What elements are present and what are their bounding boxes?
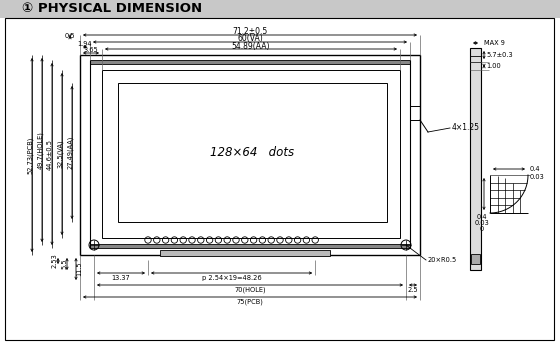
Bar — [471, 254, 480, 264]
Text: 5.7±0.3: 5.7±0.3 — [486, 52, 512, 58]
Text: 60(VA): 60(VA) — [237, 35, 263, 44]
Text: p 2.54×19=48.26: p 2.54×19=48.26 — [202, 275, 262, 281]
Text: 54.89(AA): 54.89(AA) — [232, 42, 270, 50]
Text: 3.65: 3.65 — [83, 47, 99, 53]
Text: 27.49(AA): 27.49(AA) — [67, 136, 73, 169]
Text: 20×R0.5: 20×R0.5 — [428, 257, 458, 263]
Text: 0: 0 — [480, 226, 484, 232]
Text: 1.00: 1.00 — [486, 63, 501, 69]
Bar — [90, 244, 410, 248]
Text: 4×1.25: 4×1.25 — [452, 123, 480, 132]
Bar — [102, 70, 400, 238]
Text: 1.94: 1.94 — [78, 41, 92, 47]
Bar — [470, 48, 481, 270]
Text: 0.4: 0.4 — [530, 166, 540, 172]
Text: 49.7(HOLE): 49.7(HOLE) — [37, 131, 43, 169]
Text: MAX 9: MAX 9 — [484, 40, 505, 46]
Bar — [80, 55, 420, 255]
Text: 44.6±0.5: 44.6±0.5 — [47, 139, 53, 169]
Text: 71.2±0.5: 71.2±0.5 — [232, 26, 268, 35]
Text: ① PHYSICAL DIMENSION: ① PHYSICAL DIMENSION — [22, 2, 202, 15]
Text: 2.53: 2.53 — [52, 253, 58, 268]
Text: 5.5: 5.5 — [61, 259, 67, 269]
Text: 70(HOLE): 70(HOLE) — [234, 287, 266, 293]
Text: 32.5(VA): 32.5(VA) — [57, 140, 63, 168]
Text: 0.5: 0.5 — [65, 33, 75, 38]
Text: 0.4: 0.4 — [477, 214, 487, 220]
Text: 75(PCB): 75(PCB) — [236, 299, 263, 305]
Text: 128×64   dots: 128×64 dots — [211, 146, 295, 159]
Text: 0.03: 0.03 — [475, 220, 489, 226]
Text: 13.37: 13.37 — [111, 275, 130, 281]
Text: 2.5: 2.5 — [408, 287, 418, 293]
Text: 11.5: 11.5 — [76, 262, 82, 276]
Bar — [90, 60, 410, 64]
Text: 0.03: 0.03 — [530, 174, 545, 180]
Text: 52.73(PCB): 52.73(PCB) — [27, 136, 33, 174]
Bar — [160, 250, 330, 256]
Bar — [118, 83, 387, 222]
Bar — [0, 0, 560, 18]
